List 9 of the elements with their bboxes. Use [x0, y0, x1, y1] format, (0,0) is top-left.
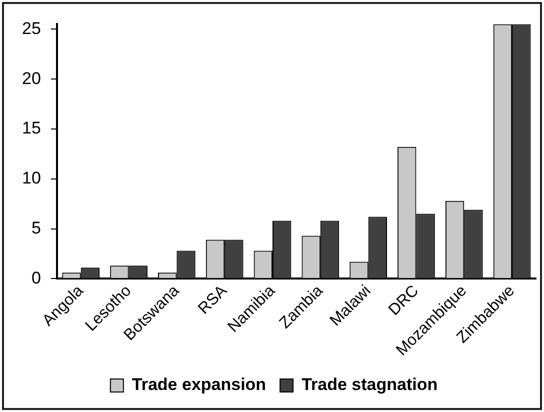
- legend-label: Trade expansion: [132, 375, 266, 394]
- legend-label: Trade stagnation: [302, 375, 438, 394]
- y-tick-label: 0: [31, 268, 41, 288]
- y-tick-label: 20: [22, 68, 41, 88]
- y-tick-label: 25: [22, 18, 41, 38]
- x-tick-label: RSA: [195, 282, 231, 318]
- y-tick-label: 5: [31, 218, 41, 238]
- y-tick-label: 10: [22, 168, 41, 188]
- y-tick-label: 15: [22, 118, 41, 138]
